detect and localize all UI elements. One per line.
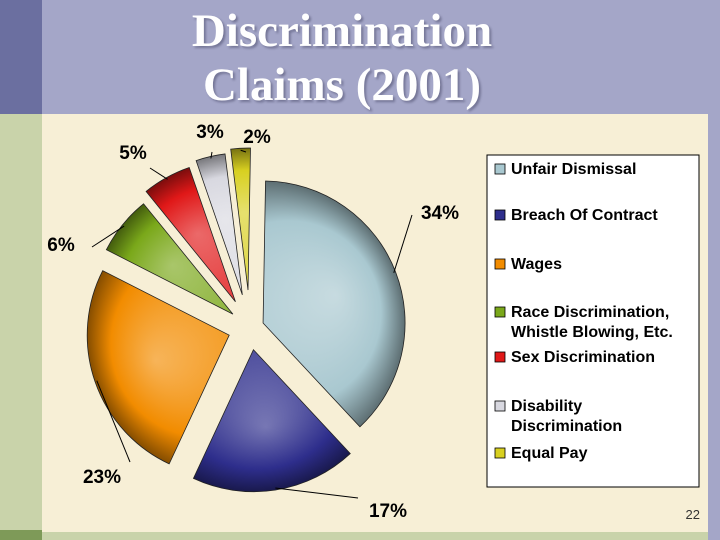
frame-band-top-left	[0, 0, 42, 114]
legend-swatch	[494, 209, 506, 221]
data-label-sex-discrimination: 5%	[119, 143, 147, 164]
legend-label: Disability	[511, 398, 582, 415]
legend-box	[486, 154, 700, 488]
legend-entry-disability-discrimination: Disability Discrimination	[494, 398, 622, 435]
legend-label: Breach Of Contract	[511, 207, 658, 224]
data-label-wages: 23%	[83, 467, 121, 488]
pie-slice-disability-discrimination	[195, 153, 243, 296]
legend-label: Discrimination	[511, 418, 622, 435]
slide-title-line-1: Discrimination	[191, 5, 493, 57]
legend-swatch	[494, 400, 506, 412]
legend-entry-sex-discrimination: Sex Discrimination	[494, 349, 655, 366]
frame-band-bottom	[42, 532, 708, 540]
legend-swatch	[494, 306, 506, 318]
legend-entry-race-discrimination-whistle-blowing-etc: Race Discrimination, Whistle Blowing, Etc…	[494, 304, 673, 341]
pie-slice-equal-pay	[230, 147, 251, 291]
legend-entry-unfair-dismissal: Unfair Dismissal	[494, 161, 636, 178]
slide-title-line-2: Claims (2001)	[202, 59, 482, 111]
pie-slice-sex-discrimination	[145, 166, 236, 303]
legend-swatch	[494, 351, 506, 363]
frame-band-right	[708, 114, 720, 540]
leader-line-breach-of-contract	[275, 487, 359, 499]
pie-slice-wages	[86, 270, 230, 465]
legend-label: Race Discrimination,	[511, 304, 669, 321]
data-label-disability-discrimination: 3%	[196, 122, 224, 143]
leader-line-sex-discrimination	[149, 167, 168, 180]
legend-entry-wages: Wages	[494, 256, 562, 273]
percentage-labels: 34% 17% 23% 6% 5% 3% 2%	[47, 122, 459, 522]
pie-slices	[86, 147, 406, 493]
leader-line-wages	[96, 380, 131, 463]
legend-swatch	[494, 163, 506, 175]
legend-label: Wages	[511, 256, 562, 273]
slide-title: Discrimination Claims (2001)	[42, 4, 642, 112]
leader-line-unfair-dismissal	[393, 214, 413, 273]
leader-line-race-discrimination-whistle-blowing-etc	[91, 225, 125, 248]
frame-band-left-bottom	[0, 530, 42, 540]
legend-label: Whistle Blowing, Etc.	[511, 324, 673, 341]
data-label-equal-pay: 2%	[243, 127, 271, 148]
legend-entry-equal-pay: Equal Pay	[494, 445, 588, 462]
page-number: 22	[685, 507, 700, 522]
legend-label: Equal Pay	[511, 445, 588, 462]
legend-entry-breach-of-contract: Breach Of Contract	[494, 207, 658, 224]
pie-slice-breach-of-contract	[192, 349, 351, 493]
pie-slice-race-discrimination-whistle-blowing-etc	[105, 203, 234, 315]
data-label-race-discrimination-whistle-blowing-etc: 6%	[47, 235, 75, 256]
data-label-unfair-dismissal: 34%	[421, 203, 459, 224]
pie-slice-unfair-dismissal	[262, 180, 406, 428]
label-leader-lines	[91, 149, 413, 499]
legend-swatch	[494, 258, 506, 270]
leader-line-disability-discrimination	[210, 151, 213, 159]
legend: Unfair Dismissal Breach Of Contract Wages R…	[486, 154, 700, 488]
frame-band-top	[42, 0, 720, 114]
frame-band-left	[0, 114, 42, 540]
legend-swatch	[494, 447, 506, 459]
data-label-breach-of-contract: 17%	[369, 501, 407, 522]
legend-label: Sex Discrimination	[511, 349, 655, 366]
legend-label: Unfair Dismissal	[511, 161, 636, 178]
leader-line-equal-pay	[240, 149, 247, 153]
